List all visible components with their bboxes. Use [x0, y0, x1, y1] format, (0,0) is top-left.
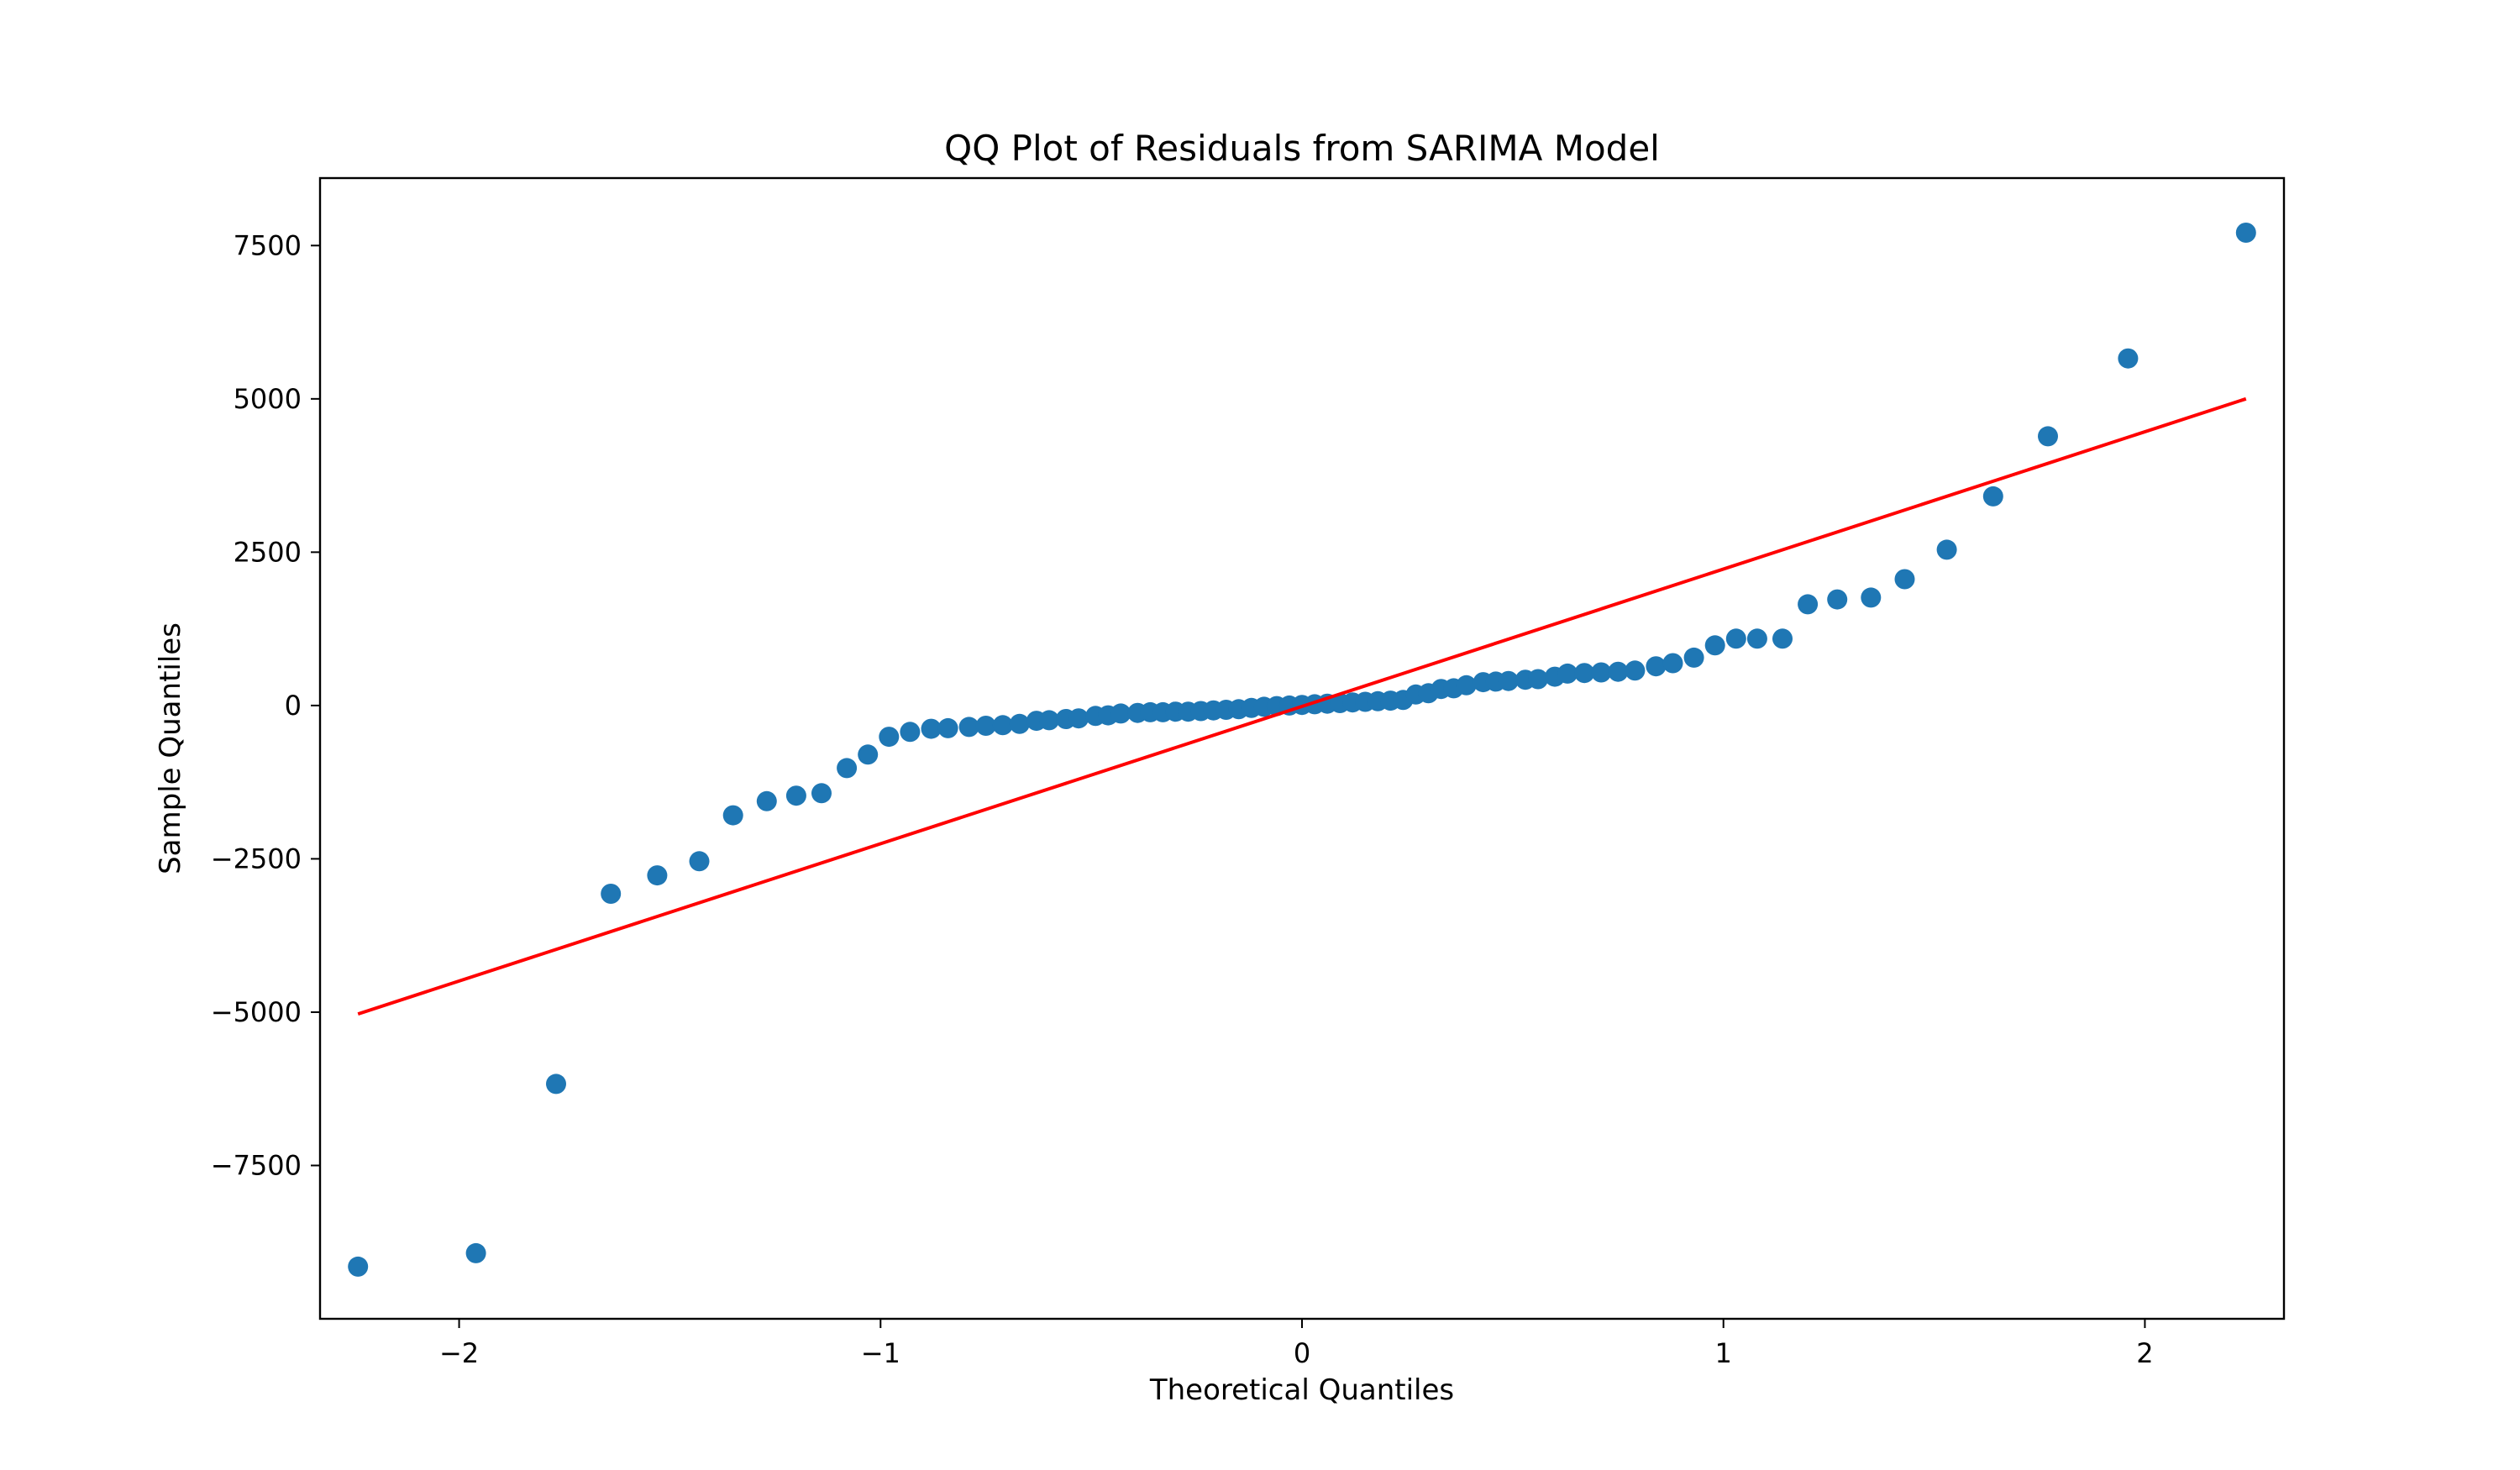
- y-axis-ticks: −7500 −5000 −2500 0 2500 5000 7500: [211, 229, 320, 1181]
- data-point: [1591, 662, 1612, 683]
- data-point: [975, 716, 996, 736]
- data-point: [1110, 703, 1131, 724]
- data-point: [1772, 628, 1793, 649]
- x-tick-label: 1: [1715, 1337, 1732, 1369]
- data-point: [2118, 348, 2139, 369]
- data-point: [1861, 587, 1882, 608]
- data-point: [1662, 653, 1683, 674]
- data-point: [1608, 661, 1629, 682]
- data-point: [1704, 635, 1725, 656]
- data-point: [1683, 647, 1704, 668]
- data-point: [958, 717, 979, 738]
- plot-area: [348, 223, 2256, 1277]
- data-point: [465, 1242, 486, 1263]
- data-point: [1798, 594, 1819, 615]
- y-tick-label: −2500: [211, 843, 302, 874]
- data-point: [1009, 713, 1030, 734]
- chart-title: QQ Plot of Residuals from SARIMA Model: [944, 128, 1660, 169]
- data-point: [647, 865, 668, 886]
- data-point: [879, 727, 900, 748]
- y-axis-label: Sample Quantiles: [154, 622, 187, 874]
- data-point: [1498, 670, 1519, 691]
- data-points: [348, 223, 2256, 1277]
- x-tick-label: 0: [1294, 1337, 1310, 1369]
- reference-line-layer: [357, 396, 2247, 1016]
- data-point: [1068, 708, 1089, 729]
- data-point: [1827, 589, 1848, 610]
- data-point: [2038, 426, 2058, 447]
- data-point: [1936, 539, 1957, 560]
- data-point: [992, 715, 1013, 736]
- data-point: [937, 717, 958, 738]
- data-point: [785, 785, 806, 806]
- data-point: [689, 851, 710, 872]
- y-tick-label: 0: [285, 690, 302, 722]
- x-tick-label: −1: [861, 1337, 900, 1369]
- data-point: [921, 718, 942, 739]
- data-point: [1456, 675, 1477, 696]
- x-tick-label: −2: [439, 1337, 479, 1369]
- data-point: [900, 722, 921, 743]
- data-point: [1574, 663, 1595, 684]
- y-tick-label: 7500: [234, 229, 302, 261]
- data-point: [1528, 669, 1548, 690]
- data-point: [837, 758, 858, 779]
- data-point: [348, 1256, 369, 1277]
- data-point: [722, 805, 743, 826]
- data-point: [1894, 569, 1915, 590]
- x-tick-label: 2: [2136, 1337, 2153, 1369]
- x-axis-label: Theoretical Quantiles: [1149, 1373, 1454, 1407]
- y-tick-label: −5000: [211, 996, 302, 1028]
- data-point: [1725, 628, 1746, 649]
- y-tick-label: 2500: [234, 536, 302, 568]
- x-axis-ticks: −2 −1 0 1 2: [439, 1319, 2154, 1369]
- data-point: [1982, 486, 2003, 507]
- reference-line: [357, 396, 2247, 1016]
- data-point: [1557, 663, 1578, 684]
- data-point: [1039, 710, 1059, 731]
- data-point: [756, 790, 777, 811]
- data-point: [811, 783, 832, 804]
- y-tick-label: 5000: [234, 383, 302, 415]
- data-point: [1746, 628, 1767, 649]
- data-point: [601, 884, 622, 904]
- data-point: [2235, 223, 2256, 243]
- data-point: [1625, 660, 1646, 681]
- data-point: [858, 744, 879, 765]
- data-point: [1646, 656, 1667, 677]
- y-tick-label: −7500: [211, 1149, 302, 1181]
- data-point: [546, 1074, 566, 1095]
